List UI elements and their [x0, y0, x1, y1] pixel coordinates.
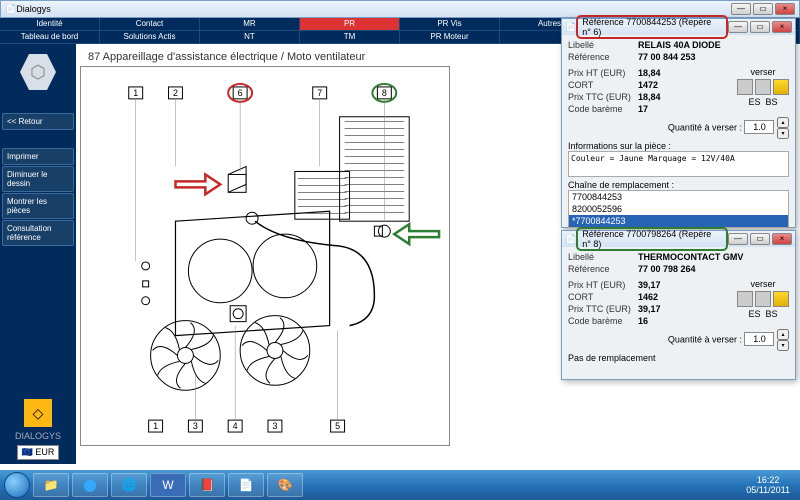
task-word[interactable]: W [150, 473, 186, 497]
hex-icon[interactable]: ⬡ [20, 54, 56, 90]
window-title: Dialogys [16, 4, 51, 14]
task-browser[interactable]: 🌐 [111, 473, 147, 497]
side-imprimer[interactable]: Imprimer [2, 148, 74, 165]
maximize-button[interactable]: ▭ [753, 3, 773, 15]
p2-es: ES [748, 309, 760, 319]
qty-down[interactable]: ▾ [777, 128, 789, 139]
svg-text:1: 1 [133, 88, 138, 98]
svg-text:6: 6 [238, 88, 243, 98]
p1-verser: verser [737, 67, 789, 77]
svg-text:7: 7 [317, 88, 322, 98]
p1-lib-v: RELAIS 40A DIODE [638, 40, 721, 50]
task-explorer[interactable]: 📁 [33, 473, 69, 497]
menu-tm[interactable]: TM [300, 31, 399, 44]
p1-qty-input[interactable] [744, 120, 774, 134]
panel2-max[interactable]: ▭ [750, 233, 770, 245]
close-button[interactable]: × [775, 3, 795, 15]
panel2-min[interactable]: — [728, 233, 748, 245]
menu-nt[interactable]: NT [200, 31, 299, 44]
side-diminuer-le-dessin[interactable]: Diminuer le dessin [2, 166, 74, 192]
p1-chain-label: Chaîne de remplacement : [568, 180, 789, 190]
panel1-max[interactable]: ▭ [750, 21, 770, 33]
menu-tableau-de-bord[interactable]: Tableau de bord [0, 31, 99, 44]
svg-text:2: 2 [173, 88, 178, 98]
p1-info-label: Informations sur la pièce : [568, 141, 789, 151]
renault-logo: ◇ [24, 399, 52, 427]
svg-text:3: 3 [193, 421, 198, 431]
panel1-title: Référence 7700844253 (Repère n° 6) [576, 15, 728, 39]
taskbar: 📁 ⬤ 🌐 W 📕 📄 🎨 16:22 05/11/2011 [0, 470, 800, 500]
p2-bs: BS [766, 309, 778, 319]
menu-pr-vis[interactable]: PR Vis [400, 18, 499, 31]
menu-mr[interactable]: MR [200, 18, 299, 31]
panel1-icon: 📄 [565, 22, 576, 33]
p1-ref-v: 77 00 844 253 [638, 52, 696, 62]
p1-bs: BS [766, 97, 778, 107]
menu-identité[interactable]: Identité [0, 18, 99, 31]
p1-info-text: Couleur = Jaune Marquage = 12V/40A [568, 151, 789, 177]
task-reader[interactable]: 📕 [189, 473, 225, 497]
svg-text:5: 5 [335, 421, 340, 431]
dialogys-label: DIALOGYS [15, 431, 61, 441]
technical-diagram[interactable]: 1 2 6 7 8 [80, 66, 450, 446]
svg-text:1: 1 [153, 421, 158, 431]
task-hp[interactable]: ⬤ [72, 473, 108, 497]
svg-text:3: 3 [272, 421, 277, 431]
menu-pr-moteur[interactable]: PR Moteur [400, 31, 499, 44]
p2-norep: Pas de remplacement [568, 353, 789, 363]
swatch-icon[interactable] [755, 291, 771, 307]
p2-lib-k: Libellé [568, 252, 638, 262]
p1-es: ES [748, 97, 760, 107]
p1-chain-list[interactable]: 77008442538200052596*7700844253 [568, 190, 789, 228]
p2-verser: verser [737, 279, 789, 289]
qty-up[interactable]: ▴ [777, 117, 789, 128]
start-button[interactable] [4, 472, 30, 498]
app-icon: 📄 [5, 4, 16, 15]
p1-lib-k: Libellé [568, 40, 638, 50]
panel1-min[interactable]: — [728, 21, 748, 33]
qty-up[interactable]: ▴ [777, 329, 789, 340]
system-tray[interactable]: 16:22 05/11/2011 [740, 475, 796, 495]
menu-contact[interactable]: Contact [100, 18, 199, 31]
panel2-icon: 📄 [565, 234, 576, 245]
menu-pr[interactable]: PR [300, 18, 399, 31]
clock-date: 05/11/2011 [746, 485, 790, 495]
sidebar: ⬡ << Retour ImprimerDiminuer le dessinMo… [0, 44, 76, 464]
swatch-icon[interactable] [755, 79, 771, 95]
chain-item[interactable]: 8200052596 [569, 203, 788, 215]
swatch-icon[interactable] [737, 79, 753, 95]
part-panel-2: 📄 Référence 7700798264 (Repère n° 8) —▭×… [561, 230, 796, 380]
back-button[interactable]: << Retour [2, 113, 74, 130]
menu-solutions-actis[interactable]: Solutions Actis [100, 31, 199, 44]
chain-item[interactable]: *7700844253 [569, 215, 788, 227]
p2-qty-label: Quantité à verser : [668, 334, 742, 344]
panel2-close[interactable]: × [772, 233, 792, 245]
p2-qty-input[interactable] [744, 332, 774, 346]
task-app[interactable]: 📄 [228, 473, 264, 497]
part-panel-1: 📄 Référence 7700844253 (Repère n° 6) —▭×… [561, 18, 796, 228]
side-montrer-les-pièces[interactable]: Montrer les pièces [2, 193, 74, 219]
panel1-close[interactable]: × [772, 21, 792, 33]
svg-text:8: 8 [382, 88, 387, 98]
p2-ref-v: 77 00 798 264 [638, 264, 696, 274]
minimize-button[interactable]: — [731, 3, 751, 15]
panel2-title: Référence 7700798264 (Repère n° 8) [576, 227, 728, 251]
swatch-icon[interactable] [737, 291, 753, 307]
p2-ref-k: Référence [568, 264, 638, 274]
svg-text:4: 4 [233, 421, 238, 431]
swatch-icon[interactable] [773, 291, 789, 307]
clock-time: 16:22 [746, 475, 790, 485]
swatch-icon[interactable] [773, 79, 789, 95]
qty-down[interactable]: ▾ [777, 340, 789, 351]
chain-item[interactable]: 7700844253 [569, 191, 788, 203]
task-paint[interactable]: 🎨 [267, 473, 303, 497]
side-consultation-référence[interactable]: Consultation référence [2, 220, 74, 246]
p1-qty-label: Quantité à verser : [668, 122, 742, 132]
currency-selector[interactable]: 🇪🇺 EUR [17, 445, 60, 460]
p2-lib-v: THERMOCONTACT GMV [638, 252, 743, 262]
p1-ref-k: Référence [568, 52, 638, 62]
